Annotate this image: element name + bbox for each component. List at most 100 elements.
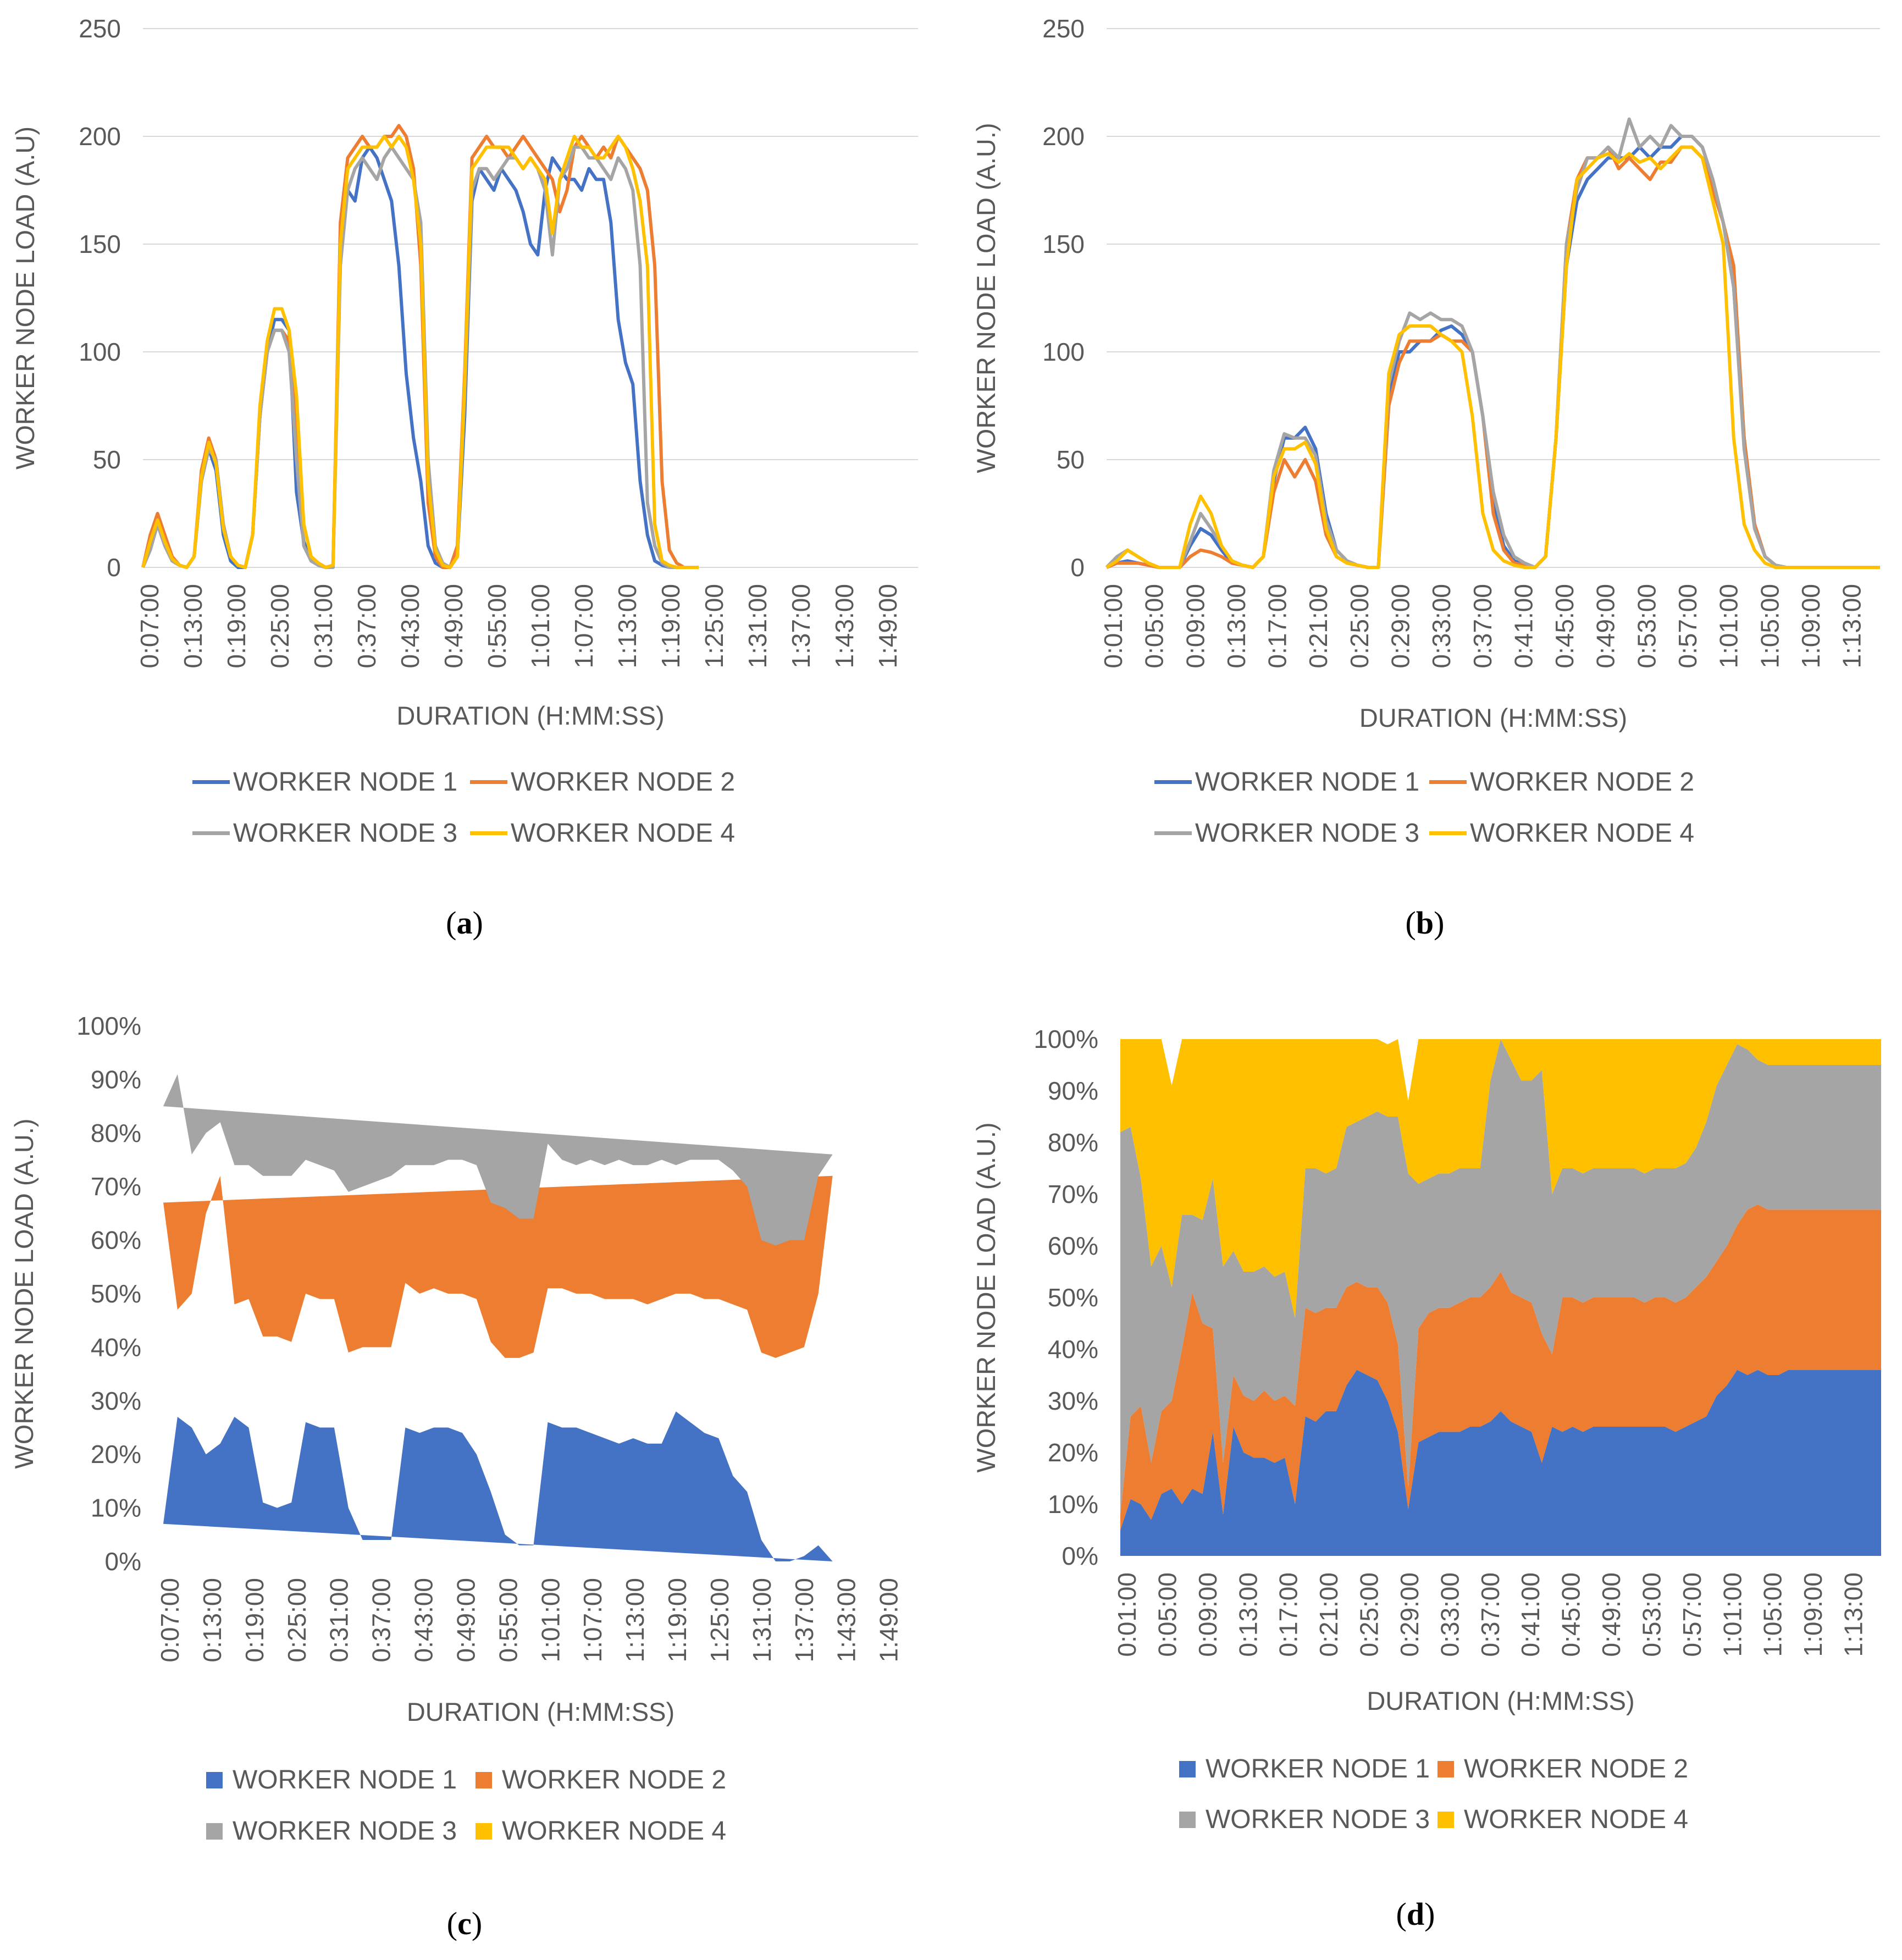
- legend-label: WORKER NODE 3: [1195, 819, 1420, 848]
- x-tick-label: 0:05:00: [1140, 584, 1169, 668]
- x-tick-label: 1:49:00: [873, 584, 902, 668]
- y-tick-label: 90%: [91, 1065, 141, 1094]
- y-tick-label: 100: [79, 338, 121, 366]
- y-tick-label: 150: [1042, 230, 1085, 258]
- y-axis-title: WORKER NODE LOAD (A.U.): [971, 1122, 1000, 1472]
- x-tick-label: 1:09:00: [1799, 1572, 1827, 1657]
- x-tick-label: 1:37:00: [787, 584, 815, 668]
- area-series-node1: [1120, 1370, 1881, 1556]
- x-tick-label: 0:17:00: [1263, 584, 1292, 668]
- x-tick-label: 0:53:00: [1637, 1572, 1666, 1657]
- x-tick-label: 0:43:00: [410, 1578, 438, 1662]
- legend-item-node1: WORKER NODE 1: [192, 767, 457, 797]
- x-tick-label: 0:45:00: [1557, 1572, 1585, 1657]
- legend-label: WORKER NODE 2: [1470, 768, 1695, 797]
- x-tick-label: 1:19:00: [663, 1578, 692, 1662]
- y-tick-label: 100%: [1033, 1025, 1098, 1053]
- x-tick-label: 0:45:00: [1550, 584, 1579, 668]
- caption-a: (a): [446, 905, 483, 941]
- x-tick-label: 0:49:00: [1591, 584, 1620, 668]
- x-tick-label: 0:29:00: [1395, 1572, 1424, 1657]
- legend-label: WORKER NODE 4: [1464, 1805, 1689, 1834]
- x-tick-label: 0:13:00: [198, 1578, 226, 1662]
- y-tick-label: 50%: [1048, 1283, 1098, 1312]
- y-tick-label: 80%: [1048, 1128, 1098, 1157]
- x-tick-label: 0:55:00: [483, 584, 511, 668]
- legend-label: WORKER NODE 3: [1206, 1805, 1430, 1834]
- x-tick-label: 0:25:00: [266, 584, 294, 668]
- x-tick-label: 1:13:00: [621, 1578, 649, 1662]
- x-tick-label: 0:49:00: [451, 1578, 480, 1662]
- chart-d: 0% 10% 20% 30% 40% 50% 60% 70% 80% 90% 100% 0:01:00…: [971, 1025, 1881, 1715]
- chart-a: 0 50 100 150 200 250 0:07:00 0:13:00 0:19:00 0:25…: [10, 14, 918, 730]
- legend-item-node2: WORKER NODE 2: [1429, 767, 1694, 797]
- legend-swatch: [1179, 1760, 1196, 1777]
- y-tick-label: 70%: [1048, 1180, 1098, 1208]
- legend-swatch: [1179, 1811, 1196, 1828]
- line-series-node4: [1105, 145, 1880, 569]
- y-tick-label: 40%: [1048, 1335, 1098, 1363]
- x-tick-label: 1:43:00: [830, 584, 859, 668]
- x-tick-label: 1:49:00: [875, 1578, 903, 1662]
- y-tick-label: 80%: [91, 1119, 141, 1147]
- y-tick-label: 90%: [1048, 1076, 1098, 1105]
- legend-label: WORKER NODE 3: [233, 1817, 457, 1846]
- x-axis-title: DURATION (H:MM:SS): [396, 701, 664, 730]
- x-tick-label: 1:31:00: [748, 1578, 776, 1662]
- legend-swatch: [1154, 831, 1192, 835]
- panel-b: 0 50 100 150 200 250 0:01:00 0:05:00 0:09:00 0:13…: [951, 0, 1902, 979]
- legend-label: WORKER NODE 2: [502, 1765, 727, 1795]
- legend-item-node3: WORKER NODE 3: [1154, 818, 1419, 848]
- y-axis-title: WORKER NODE LOAD (A.U.): [971, 123, 1000, 473]
- x-tick-label: 0:41:00: [1516, 1572, 1545, 1657]
- x-tick-label: 1:25:00: [700, 584, 728, 668]
- y-tick-label: 70%: [91, 1172, 141, 1201]
- legend-item-node1: WORKER NODE 1: [1179, 1754, 1430, 1784]
- x-axis-title: DURATION (H:MM:SS): [1367, 1686, 1634, 1715]
- y-tick-label: 100%: [76, 1012, 141, 1040]
- x-tick-label: 0:09:00: [1193, 1572, 1222, 1657]
- legend-item-node4: WORKER NODE 4: [1437, 1804, 1688, 1835]
- x-tick-label: 0:37:00: [352, 584, 381, 668]
- caption-b: (b): [1405, 905, 1445, 941]
- area-series-node3: [1120, 1039, 1881, 1515]
- x-tick-label: 0:01:00: [1099, 584, 1127, 668]
- x-tick-label: 1:05:00: [1759, 1572, 1787, 1657]
- area-series-node2: [163, 1175, 833, 1358]
- legend-swatch: [206, 1823, 223, 1840]
- legend-item-node2: WORKER NODE 2: [1437, 1754, 1688, 1784]
- legend-item-node1: WORKER NODE 1: [1154, 767, 1419, 797]
- x-tick-label: 0:13:00: [1222, 584, 1251, 668]
- y-tick-label: 50%: [91, 1279, 141, 1308]
- y-tick-label: 0: [1070, 553, 1085, 582]
- legend-item-node4: WORKER NODE 4: [470, 818, 735, 848]
- legend-item-node3: WORKER NODE 3: [192, 818, 457, 848]
- legend-label: WORKER NODE 4: [502, 1817, 727, 1846]
- legend-swatch: [476, 1823, 492, 1840]
- x-axis-title: DURATION (H:MM:SS): [1359, 703, 1627, 732]
- y-tick-label: 20%: [1048, 1438, 1098, 1467]
- x-tick-label: 1:25:00: [705, 1578, 734, 1662]
- y-axis-title: WORKER NODE LOAD (A.U.): [9, 1118, 38, 1468]
- x-tick-label: 1:01:00: [1718, 1572, 1746, 1657]
- x-tick-label: 1:07:00: [570, 584, 598, 668]
- x-tick-label: 0:53:00: [1632, 584, 1661, 668]
- panel-c: 0% 10% 20% 30% 40% 50% 60% 70% 80% 90% 100% 0:07:00…: [0, 979, 951, 1960]
- legend-item-node3: WORKER NODE 3: [206, 1816, 457, 1846]
- panel-d: 0% 10% 20% 30% 40% 50% 60% 70% 80% 90% 100% 0:01:00…: [951, 979, 1902, 1960]
- y-tick-label: 0%: [1062, 1542, 1098, 1570]
- legend-swatch: [192, 780, 230, 784]
- caption-d: (d): [1396, 1896, 1435, 1932]
- area-series-node4: [1120, 1039, 1881, 1318]
- line-series-node3: [141, 145, 699, 569]
- legend-label: WORKER NODE 3: [233, 819, 458, 848]
- chart-b: 0 50 100 150 200 250 0:01:00 0:05:00 0:09:00 0:13…: [971, 14, 1880, 732]
- legend-item-node2: WORKER NODE 2: [470, 767, 735, 797]
- x-tick-label: 0:13:00: [1234, 1572, 1262, 1657]
- y-tick-label: 50: [1057, 445, 1085, 474]
- caption-c: (c): [446, 1906, 483, 1941]
- x-tick-label: 1:07:00: [578, 1578, 607, 1662]
- x-tick-label: 0:43:00: [396, 584, 424, 668]
- legend-label: WORKER NODE 4: [1470, 819, 1695, 848]
- legend-label: WORKER NODE 1: [1206, 1754, 1430, 1784]
